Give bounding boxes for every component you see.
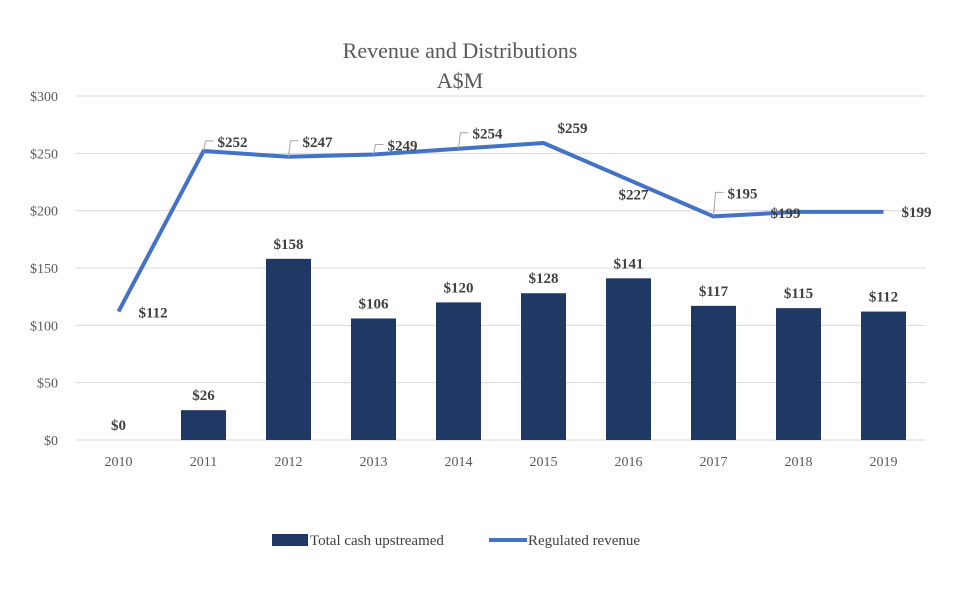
bar-data-label: $112	[869, 290, 898, 306]
y-tick-label: $200	[30, 205, 58, 220]
bar	[521, 293, 566, 440]
x-axis: 2010 2011 2012 2013 2014 2015 2016 2017 2018 2019	[105, 455, 898, 470]
x-tick-label: 2010	[105, 455, 133, 470]
legend-swatch-total-cash	[272, 534, 308, 546]
line-data-label: $199	[771, 206, 801, 222]
line-series	[116, 141, 884, 313]
bar-data-label: $115	[784, 286, 813, 302]
bar-data-label: $158	[274, 237, 304, 253]
leader-line	[713, 191, 724, 217]
y-tick-label: $250	[30, 147, 58, 162]
bar-data-label: $128	[529, 271, 559, 287]
x-tick-label: 2017	[700, 455, 728, 470]
leader-line	[458, 132, 469, 149]
bar	[266, 258, 311, 440]
line-data-label: $249	[388, 138, 418, 154]
bar-data-label: $117	[699, 284, 729, 300]
bar-series	[181, 258, 906, 440]
x-tick-label: 2013	[360, 455, 388, 470]
bar-data-label: $106	[359, 296, 390, 312]
data-labels: $0 $26 $158 $106 $120 $128 $141 $117 $115 $112 $11…	[111, 121, 932, 434]
line-data-label: $195	[728, 186, 758, 202]
chart-subtitle: A$M	[437, 68, 483, 93]
bar	[436, 302, 481, 440]
legend: Total cash upstreamed Regulated revenue	[272, 533, 640, 549]
line-data-label: $252	[218, 135, 248, 151]
bar	[691, 305, 736, 440]
legend-label-total-cash: Total cash upstreamed	[310, 533, 444, 549]
bar-data-label: $120	[444, 280, 474, 296]
y-tick-label: $300	[30, 90, 58, 105]
leader-line	[203, 140, 214, 152]
line-data-label: $227	[619, 188, 650, 204]
y-tick-label: $0	[44, 434, 58, 449]
x-tick-label: 2012	[275, 455, 303, 470]
x-tick-label: 2015	[530, 455, 558, 470]
line-data-label: $112	[139, 306, 168, 322]
leader-line	[288, 140, 299, 157]
regulated-revenue-line	[116, 141, 884, 313]
x-tick-label: 2018	[785, 455, 813, 470]
x-tick-label: 2011	[190, 455, 217, 470]
bar	[776, 308, 821, 440]
line-data-label: $259	[558, 121, 588, 137]
y-tick-label: $150	[30, 262, 58, 277]
line-data-label: $199	[902, 205, 932, 221]
y-tick-label: $100	[30, 319, 58, 334]
bar-data-label: $0	[111, 418, 126, 434]
legend-label-regulated-revenue: Regulated revenue	[528, 533, 640, 549]
bar-data-label: $141	[614, 256, 644, 272]
bar	[351, 318, 396, 440]
y-axis: $0 $50 $100 $150 $200 $250 $300	[30, 90, 58, 449]
bar-data-label: $26	[192, 388, 215, 404]
line-data-label: $254	[473, 127, 504, 143]
line-data-label: $247	[303, 135, 334, 151]
bar	[181, 410, 226, 440]
leader-line	[373, 143, 384, 155]
chart-title: Revenue and Distributions	[343, 38, 578, 63]
x-tick-label: 2019	[870, 455, 898, 470]
bar	[861, 311, 906, 440]
bar	[606, 278, 651, 440]
y-tick-label: $50	[37, 377, 58, 392]
x-tick-label: 2014	[445, 455, 473, 470]
x-tick-label: 2016	[615, 455, 643, 470]
